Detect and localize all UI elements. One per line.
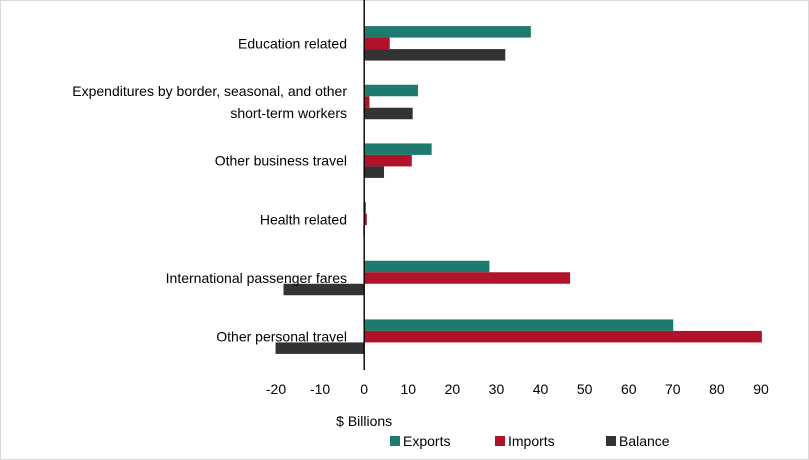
- category-label: Expenditures by border, seasonal, and ot…: [72, 83, 347, 99]
- bar-exports-5: [364, 319, 674, 331]
- bar-imports-0: [364, 37, 390, 50]
- bar-imports-3: [364, 213, 367, 226]
- bar-imports-4: [364, 272, 571, 284]
- bar-balance-5: [275, 342, 365, 354]
- x-tick-label: -10: [310, 381, 330, 397]
- bar-balance-4: [283, 283, 365, 296]
- bar-exports-2: [364, 143, 432, 155]
- legend-label-exports: Exports: [403, 433, 450, 449]
- bar-imports-2: [364, 154, 412, 167]
- x-tick-label: 10: [400, 381, 416, 397]
- category-label: Health related: [260, 211, 347, 227]
- x-tick-label: 30: [489, 381, 505, 397]
- x-axis-title: $ Billions: [336, 413, 392, 429]
- bar-exports-0: [364, 26, 531, 38]
- legend-swatch-balance: [606, 436, 616, 446]
- x-tick-label: 80: [709, 381, 725, 397]
- bar-exports-4: [364, 260, 490, 273]
- x-tick-label: 50: [577, 381, 593, 397]
- bar-imports-5: [364, 330, 762, 343]
- category-label: International passenger fares: [166, 270, 347, 286]
- legend-swatch-imports: [495, 436, 505, 446]
- category-label: Education related: [238, 35, 347, 51]
- bar-imports-1: [364, 96, 370, 108]
- x-tick-label: 60: [621, 381, 637, 397]
- legend-label-balance: Balance: [619, 433, 670, 449]
- category-label: Other personal travel: [216, 329, 347, 345]
- x-tick-label: 70: [665, 381, 681, 397]
- bar-balance-0: [364, 49, 506, 61]
- x-tick-label: 20: [445, 381, 461, 397]
- bar-balance-1: [364, 107, 413, 120]
- bar-balance-2: [364, 166, 385, 178]
- legend-swatch-exports: [390, 436, 400, 446]
- bar-exports-1: [364, 84, 418, 97]
- legend-label-imports: Imports: [508, 433, 555, 449]
- x-tick-label: 90: [753, 381, 769, 397]
- x-tick-label: 0: [360, 381, 368, 397]
- x-tick-label: -20: [266, 381, 286, 397]
- bar-exports-3: [364, 202, 366, 214]
- category-label: Other business travel: [215, 153, 347, 169]
- x-tick-label: 40: [533, 381, 549, 397]
- category-label: short-term workers: [230, 105, 347, 121]
